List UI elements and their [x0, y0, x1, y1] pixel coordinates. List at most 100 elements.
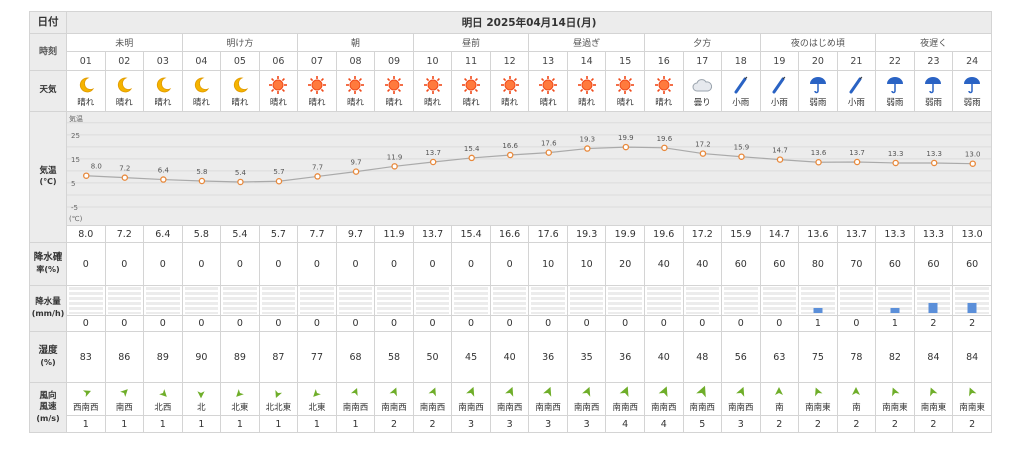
rain-amt-value: 2: [913, 315, 954, 332]
hour-cell: 03: [143, 51, 183, 71]
rain-amt-value: 0: [836, 315, 877, 332]
rain-prob-label-text: 降水確: [33, 252, 63, 264]
temp-point: [930, 159, 938, 167]
temp-value: 13.0: [952, 225, 993, 243]
rain-amt-unit: (mm/h): [31, 308, 65, 318]
rain-amt-bar-cell: [875, 285, 915, 316]
humidity-value: 40: [489, 331, 530, 383]
rain-prob-value: 0: [220, 242, 260, 286]
wind-dir-cell: 南: [836, 382, 877, 416]
rain-amt-bar: [492, 287, 527, 314]
rain-amt-bar-cell: [489, 285, 530, 316]
humidity-value: 89: [220, 331, 260, 383]
temp-point: [237, 178, 244, 186]
rain-amt-bar-cell: [913, 285, 954, 316]
closed-umbrella-icon: [723, 75, 760, 95]
rain-amt-bar-cell: [335, 285, 376, 316]
wind-dir-text: 南南東: [805, 403, 831, 413]
weather-cell: 晴れ: [566, 70, 607, 112]
rain-amt-bar: [955, 287, 990, 314]
wind-dir-cell: 南: [759, 382, 800, 416]
rain-amt-bar: [685, 287, 720, 314]
hour-cell: 11: [451, 51, 491, 71]
sun-icon: [568, 75, 605, 95]
humidity-value: 40: [643, 331, 684, 383]
wind-dir-cell: 南西: [104, 382, 145, 416]
rain-amt-bar-cell: [528, 285, 568, 316]
weather-cell: 晴れ: [412, 70, 453, 112]
wind-dir-cell: 南南東: [875, 382, 915, 416]
hour-cell: 04: [181, 51, 222, 71]
rain-amt-bar-cell: [566, 285, 607, 316]
temp-data-label: 11.9: [387, 153, 403, 161]
wind-dir-cell: 南南東: [952, 382, 993, 416]
weather-forecast-table: 日付 明日 2025年04月14日(月) 時刻 未明 明け方朝昼前 昼過ぎ 夕方 夜のは…: [29, 11, 993, 433]
temp-point: [160, 176, 167, 183]
temp-data-label: 19.3: [580, 136, 596, 144]
rain-prob-value: 60: [721, 242, 761, 286]
humidity-value: 82: [875, 331, 915, 383]
weather-cell: 晴れ: [104, 70, 145, 112]
wind-dir-label: 風向: [39, 390, 57, 401]
temp-point: [275, 177, 283, 185]
hour-cell: 21: [836, 51, 877, 71]
rain-amt-bar: [878, 287, 912, 314]
hour-cell: 10: [412, 51, 453, 71]
weather-cell: 弱雨: [913, 70, 954, 112]
wind-arrow-icon: [877, 385, 914, 401]
wind-speed-value: 2: [875, 415, 915, 433]
sun-icon: [453, 75, 490, 95]
temp-unit: (℃): [39, 177, 57, 187]
humidity-value: 83: [66, 331, 106, 383]
weather-text: 晴れ: [501, 97, 519, 108]
humidity-unit: (%): [40, 358, 56, 367]
wind-speed-value: 1: [258, 415, 299, 433]
wind-arrow-icon: [414, 385, 451, 401]
weather-text: 晴れ: [77, 97, 95, 108]
weather-cell: 晴れ: [374, 70, 414, 112]
weather-cell: 弱雨: [952, 70, 993, 112]
wind-speed-value: 4: [643, 415, 684, 433]
rain-prob-value: 60: [952, 242, 993, 286]
temp-value: 5.4: [220, 225, 260, 243]
rain-amt-bar: [107, 287, 142, 314]
humidity-value: 45: [451, 331, 491, 383]
temp-point: [352, 168, 360, 175]
sun-icon: [414, 75, 451, 95]
wind-dir-cell: 南南東: [798, 382, 838, 416]
hour-cell: 09: [374, 51, 414, 71]
wind-speed-value: 1: [66, 415, 106, 433]
wind-arrow-icon: [645, 385, 682, 401]
moon-icon: [222, 75, 259, 95]
rain-amt-bar-cell: [181, 285, 222, 316]
temp-data-label: 5.4: [235, 169, 247, 177]
temp-data-label: 13.3: [926, 150, 942, 158]
wind-arrow-icon: [915, 385, 952, 401]
period-label: 明け方: [181, 33, 299, 52]
rain-prob-value: 0: [412, 242, 453, 286]
wind-dir-cell: 南南西: [528, 382, 568, 416]
wind-dir-text: 南南西: [650, 403, 677, 413]
temp-point: [892, 159, 899, 167]
wind-dir-text: 南南東: [920, 403, 947, 413]
weather-cell: 晴れ: [66, 70, 106, 112]
y-tick-label: 15: [71, 156, 80, 164]
hour-cell: 15: [605, 51, 645, 71]
rain-prob-value: 0: [335, 242, 376, 286]
rain-prob-value: 10: [566, 242, 607, 286]
hour-cell: 18: [721, 51, 761, 71]
rain-prob-value: 10: [528, 242, 568, 286]
temp-value: 19.3: [566, 225, 607, 243]
wind-dir-text: 南南西: [419, 403, 446, 413]
rain-amt-bar-cell: [66, 285, 106, 316]
humidity-value: 78: [836, 331, 877, 383]
weather-cell: 小雨: [836, 70, 877, 112]
rain-amt-bar: [762, 287, 797, 314]
weather-cell: 曇り: [682, 70, 723, 112]
wind-arrow-icon: [376, 385, 413, 401]
weather-cell: 弱雨: [798, 70, 838, 112]
temp-point: [853, 158, 861, 166]
temp-label-text: 気温: [39, 165, 57, 176]
temp-point: [83, 172, 90, 179]
wind-arrow-icon: [299, 385, 336, 401]
